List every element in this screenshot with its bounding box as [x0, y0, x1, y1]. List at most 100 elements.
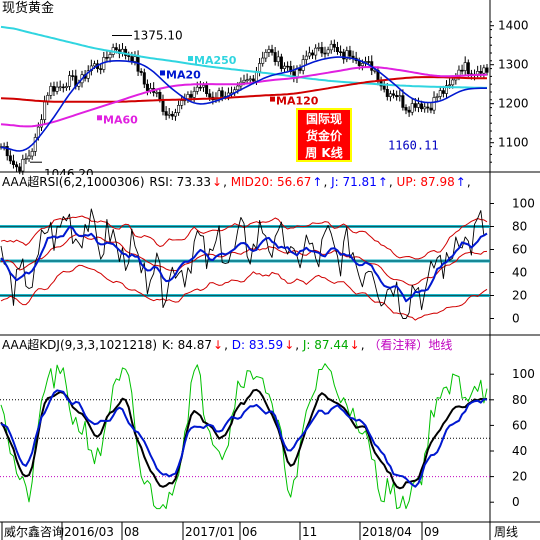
ma-label-ma60: MA60	[103, 113, 138, 126]
price-candle-body	[27, 155, 31, 160]
price-candle-body	[311, 52, 315, 56]
series-line-ma20	[0, 56, 487, 152]
price-candle-body	[245, 79, 249, 82]
kdj-y-tick-label: 0	[512, 495, 520, 509]
main-y-tick-label: 1400	[498, 19, 529, 33]
x-axis-label: 威尔鑫咨询	[4, 524, 64, 539]
price-candle-body	[61, 86, 65, 89]
price-candle-body	[407, 109, 411, 113]
ma-marker-ma250	[188, 56, 193, 62]
price-candle-body	[68, 75, 72, 87]
price-candle-body	[339, 51, 343, 54]
price-candle-body	[205, 85, 209, 95]
rsi-indicator-name: AAA超RSI(6,2,1000306)	[2, 175, 145, 189]
price-candle-body	[273, 52, 277, 62]
kdj-y-tick-label: 60	[512, 418, 527, 432]
kdj-indicator-name: AAA超KDJ(9,3,3,1021218)	[2, 338, 158, 352]
ma-marker-ma60	[97, 115, 102, 121]
price-candle-body	[476, 71, 480, 75]
price-candle-body	[448, 84, 452, 87]
price-candle-body	[398, 95, 402, 98]
price-candle-body	[15, 164, 19, 168]
price-candle-body	[307, 52, 311, 57]
price-candle-body	[5, 146, 9, 157]
kdj-note: （看注释）地线	[368, 338, 453, 352]
price-candle-body	[24, 158, 28, 161]
badge-line-2: 货金价	[305, 129, 342, 143]
price-candle-body	[124, 48, 128, 56]
badge-line-1: 国际现	[305, 112, 342, 126]
price-candle-body	[388, 93, 392, 97]
kdj-panel	[0, 363, 494, 510]
price-candle-body	[466, 62, 470, 75]
price-candle-body	[410, 103, 414, 113]
series-line-ma120	[0, 76, 487, 103]
rsi-j-arrow: ↑	[377, 175, 388, 189]
kdj-y-tick-label: 20	[512, 470, 527, 484]
series-line-ma60	[0, 66, 488, 128]
price-candle-body	[441, 90, 445, 94]
price-candle-body	[139, 70, 143, 73]
price-candle-body	[276, 56, 280, 62]
price-candle-body	[18, 166, 22, 172]
price-candle-body	[261, 57, 265, 64]
series-line-rsi-rsi	[0, 208, 488, 319]
high-annotation: 1375.10	[133, 28, 183, 42]
series-line-kdj-k	[0, 388, 488, 490]
price-candle-body	[432, 97, 436, 111]
price-candle-body	[304, 55, 308, 60]
price-candle-body	[323, 52, 327, 55]
price-candle-body	[195, 86, 199, 92]
price-candle-body	[55, 86, 59, 92]
main-y-tick-label: 1300	[498, 58, 529, 72]
ma-marker-ma20	[160, 70, 165, 76]
price-candle-body	[220, 90, 224, 97]
price-candle-body	[142, 72, 146, 85]
kdj-d-value: D: 83.59	[231, 338, 284, 352]
rsi-y-tick-label: 100	[512, 197, 535, 211]
price-candle-body	[332, 43, 336, 48]
price-candle-body	[485, 67, 489, 73]
rsi-legend: AAA超RSI(6,2,1000306) RSI: 73.33↓, MID20:…	[2, 175, 471, 189]
main-y-tick-label: 1100	[498, 136, 529, 150]
price-candle-body	[320, 47, 324, 54]
price-candle-body	[420, 103, 424, 110]
x-axis-label: 2018/04	[362, 525, 412, 539]
price-candle-body	[451, 79, 455, 86]
kdj-legend: AAA超KDJ(9,3,3,1021218) K: 84.87↓, D: 83.…	[2, 338, 454, 352]
price-candle-body	[52, 86, 56, 92]
rsi-y-tick-label: 80	[512, 220, 527, 234]
rsi-value: RSI: 73.33	[149, 175, 212, 189]
price-candle-body	[342, 51, 346, 60]
price-candle-body	[21, 159, 25, 172]
main-chart-title: 现货黄金	[2, 1, 55, 16]
price-candle-body	[177, 105, 181, 114]
price-candle-body	[133, 56, 137, 62]
price-candle-body	[254, 71, 258, 82]
kdj-y-tick-label: 100	[512, 367, 535, 381]
x-axis-label: 08	[124, 525, 139, 539]
x-axis-label: 2017/01	[185, 525, 235, 539]
price-candle-body	[360, 63, 364, 66]
x-axis-label: 06	[242, 525, 257, 539]
series-line-ma250	[0, 25, 487, 89]
price-candle-body	[58, 86, 62, 89]
price-candle-body	[329, 43, 333, 51]
price-candle-body	[248, 78, 252, 81]
price-candle-body	[335, 47, 339, 53]
price-candle-body	[317, 47, 321, 49]
price-candle-body	[444, 85, 448, 94]
price-candle-body	[92, 63, 96, 67]
price-candle-body	[161, 99, 165, 112]
price-candle-body	[64, 86, 68, 88]
ma-label-ma250: MA250	[194, 54, 237, 67]
kdj-y-tick-label: 80	[512, 393, 527, 407]
price-candle-body	[105, 57, 109, 59]
price-candle-body	[145, 83, 149, 91]
price-candle-body	[367, 61, 371, 63]
x-axis-label: 09	[424, 525, 439, 539]
price-candle-body	[348, 50, 352, 57]
x-axis-period-label: 周线	[494, 525, 518, 539]
price-candle-body	[155, 92, 159, 94]
price-candle-body	[49, 86, 53, 96]
